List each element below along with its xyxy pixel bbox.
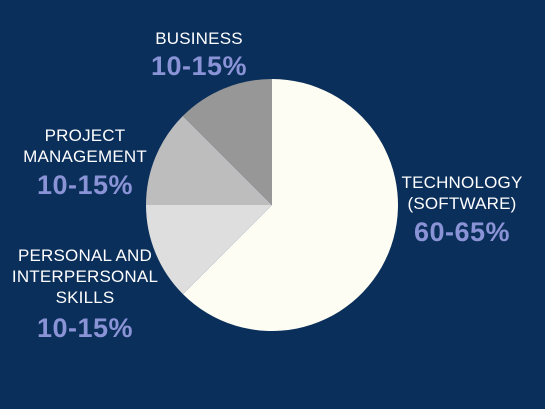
slice-label-business: BUSINESS (155, 29, 243, 48)
slice-value-project-management: 10-15% (36, 170, 134, 200)
slice-label-project-management: PROJECT MANAGEMENT (23, 126, 147, 166)
slice-label-technology: TECHNOLOGY (SOFTWARE) (401, 173, 523, 213)
pie-slice-project-management (146, 115, 272, 205)
slice-value-business: 10-15% (150, 51, 248, 81)
slice-label-personal-skills: PERSONAL AND INTERPERSONAL SKILLS (11, 246, 159, 307)
pie-slice-personal-skills (146, 205, 272, 295)
pie-slice-technology (182, 79, 398, 332)
slice-value-personal-skills: 10-15% (36, 313, 134, 343)
pie-slice-business (182, 79, 272, 205)
slice-value-technology: 60-65% (413, 217, 511, 247)
